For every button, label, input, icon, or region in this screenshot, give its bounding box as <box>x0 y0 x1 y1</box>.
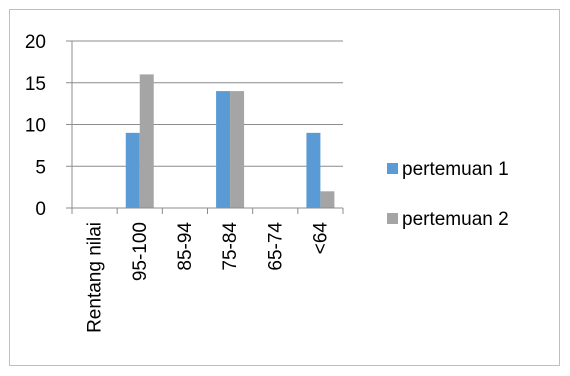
y-tick-label: 0 <box>35 199 46 220</box>
x-tick-label: Rentang nilai <box>85 222 106 333</box>
legend-label: pertemuan 1 <box>402 159 509 180</box>
bar-pertemuan-1-64 <box>306 132 321 208</box>
y-tick-label: 20 <box>25 32 46 53</box>
legend-swatch <box>387 163 398 174</box>
bars <box>125 74 335 209</box>
legend-label: pertemuan 2 <box>402 209 509 230</box>
y-tick-labels: 0 5 10 15 20 <box>25 32 46 220</box>
x-tick-label: 65-74 <box>265 222 286 271</box>
y-tick-label: 15 <box>25 74 46 95</box>
y-tick-label: 10 <box>25 116 46 137</box>
x-tick-label: 85-94 <box>175 222 196 271</box>
legend: pertemuan 1 pertemuan 2 <box>387 159 509 230</box>
bar-pertemuan-2-95100 <box>139 74 154 209</box>
bar-pertemuan-1-7584 <box>216 91 231 208</box>
x-tick-label: <64 <box>310 222 331 255</box>
gridlines <box>72 40 343 167</box>
x-tick-labels: Rentang nilai 95-100 85-94 75-84 65-74 <64 <box>85 222 332 333</box>
x-tick-label: 95-100 <box>130 222 151 281</box>
legend-swatch <box>387 213 398 224</box>
x-tick-label: 75-84 <box>220 222 241 271</box>
axes <box>66 40 344 214</box>
bar-pertemuan-1-95100 <box>125 132 140 208</box>
bar-pertemuan-2-7584 <box>230 91 245 208</box>
bar-pertemuan-2-64 <box>320 191 335 208</box>
y-tick-label: 5 <box>35 157 46 178</box>
chart-frame <box>9 9 560 366</box>
